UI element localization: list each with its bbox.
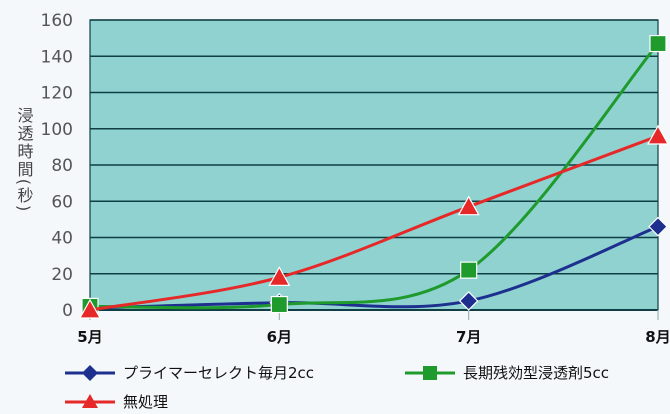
legend-marker-3: [82, 394, 98, 408]
data-point-triangle-1: [78, 298, 102, 319]
y-axis-title-group: 浸透時間(秒): [15, 107, 34, 213]
y-tick-label: 60: [51, 192, 73, 212]
legend-item-3: 無処理: [65, 393, 168, 411]
legend-label-1: プライマーセレクト毎月2cc: [123, 364, 314, 382]
legend-label-3: 無処理: [123, 393, 168, 411]
y-axis-title: 浸透時間(秒): [15, 107, 34, 213]
y-tick-label: 120: [41, 84, 73, 104]
y-tick-label: 20: [51, 265, 73, 285]
legend-item-1: プライマーセレクト毎月2cc: [65, 364, 314, 382]
legend-marker-1: [82, 365, 98, 381]
data-point-square-3: [460, 261, 478, 279]
y-tick-label: 100: [41, 120, 73, 140]
y-tick-label: 160: [41, 11, 73, 31]
plot-layer: 0 20 40 60 80 100 120 140 160 5月 6月 7月 8月: [41, 11, 670, 346]
series-line-triangle: [88, 134, 660, 312]
data-point-square-4: [649, 34, 667, 53]
y-tick-label: 140: [41, 47, 73, 67]
series-line-diamond: [88, 225, 660, 310]
data-point-triangle-2: [268, 266, 291, 286]
y-tick-label: 40: [51, 229, 73, 249]
legend-item-2: 長期残効型浸透剤5cc: [405, 364, 609, 382]
data-point-triangle-4: [646, 124, 670, 145]
data-point-triangle-3: [457, 195, 480, 216]
x-tick-label: 7月: [456, 328, 481, 346]
data-point-square-2: [270, 295, 288, 314]
x-tick-label: 8月: [645, 328, 670, 346]
legend-marker-2: [423, 366, 437, 380]
data-point-diamond-3: [458, 291, 479, 311]
legend: プライマーセレクト毎月2cc 長期残効型浸透剤5cc 無処理: [65, 364, 609, 411]
x-tick-label: 5月: [77, 328, 102, 346]
data-point-diamond-4: [648, 216, 668, 237]
series-line-square: [88, 42, 660, 310]
y-tick-label: 0: [62, 301, 73, 321]
legend-label-2: 長期残効型浸透剤5cc: [463, 364, 609, 382]
y-tick-label: 80: [51, 156, 73, 176]
x-tick-label: 6月: [267, 328, 292, 346]
